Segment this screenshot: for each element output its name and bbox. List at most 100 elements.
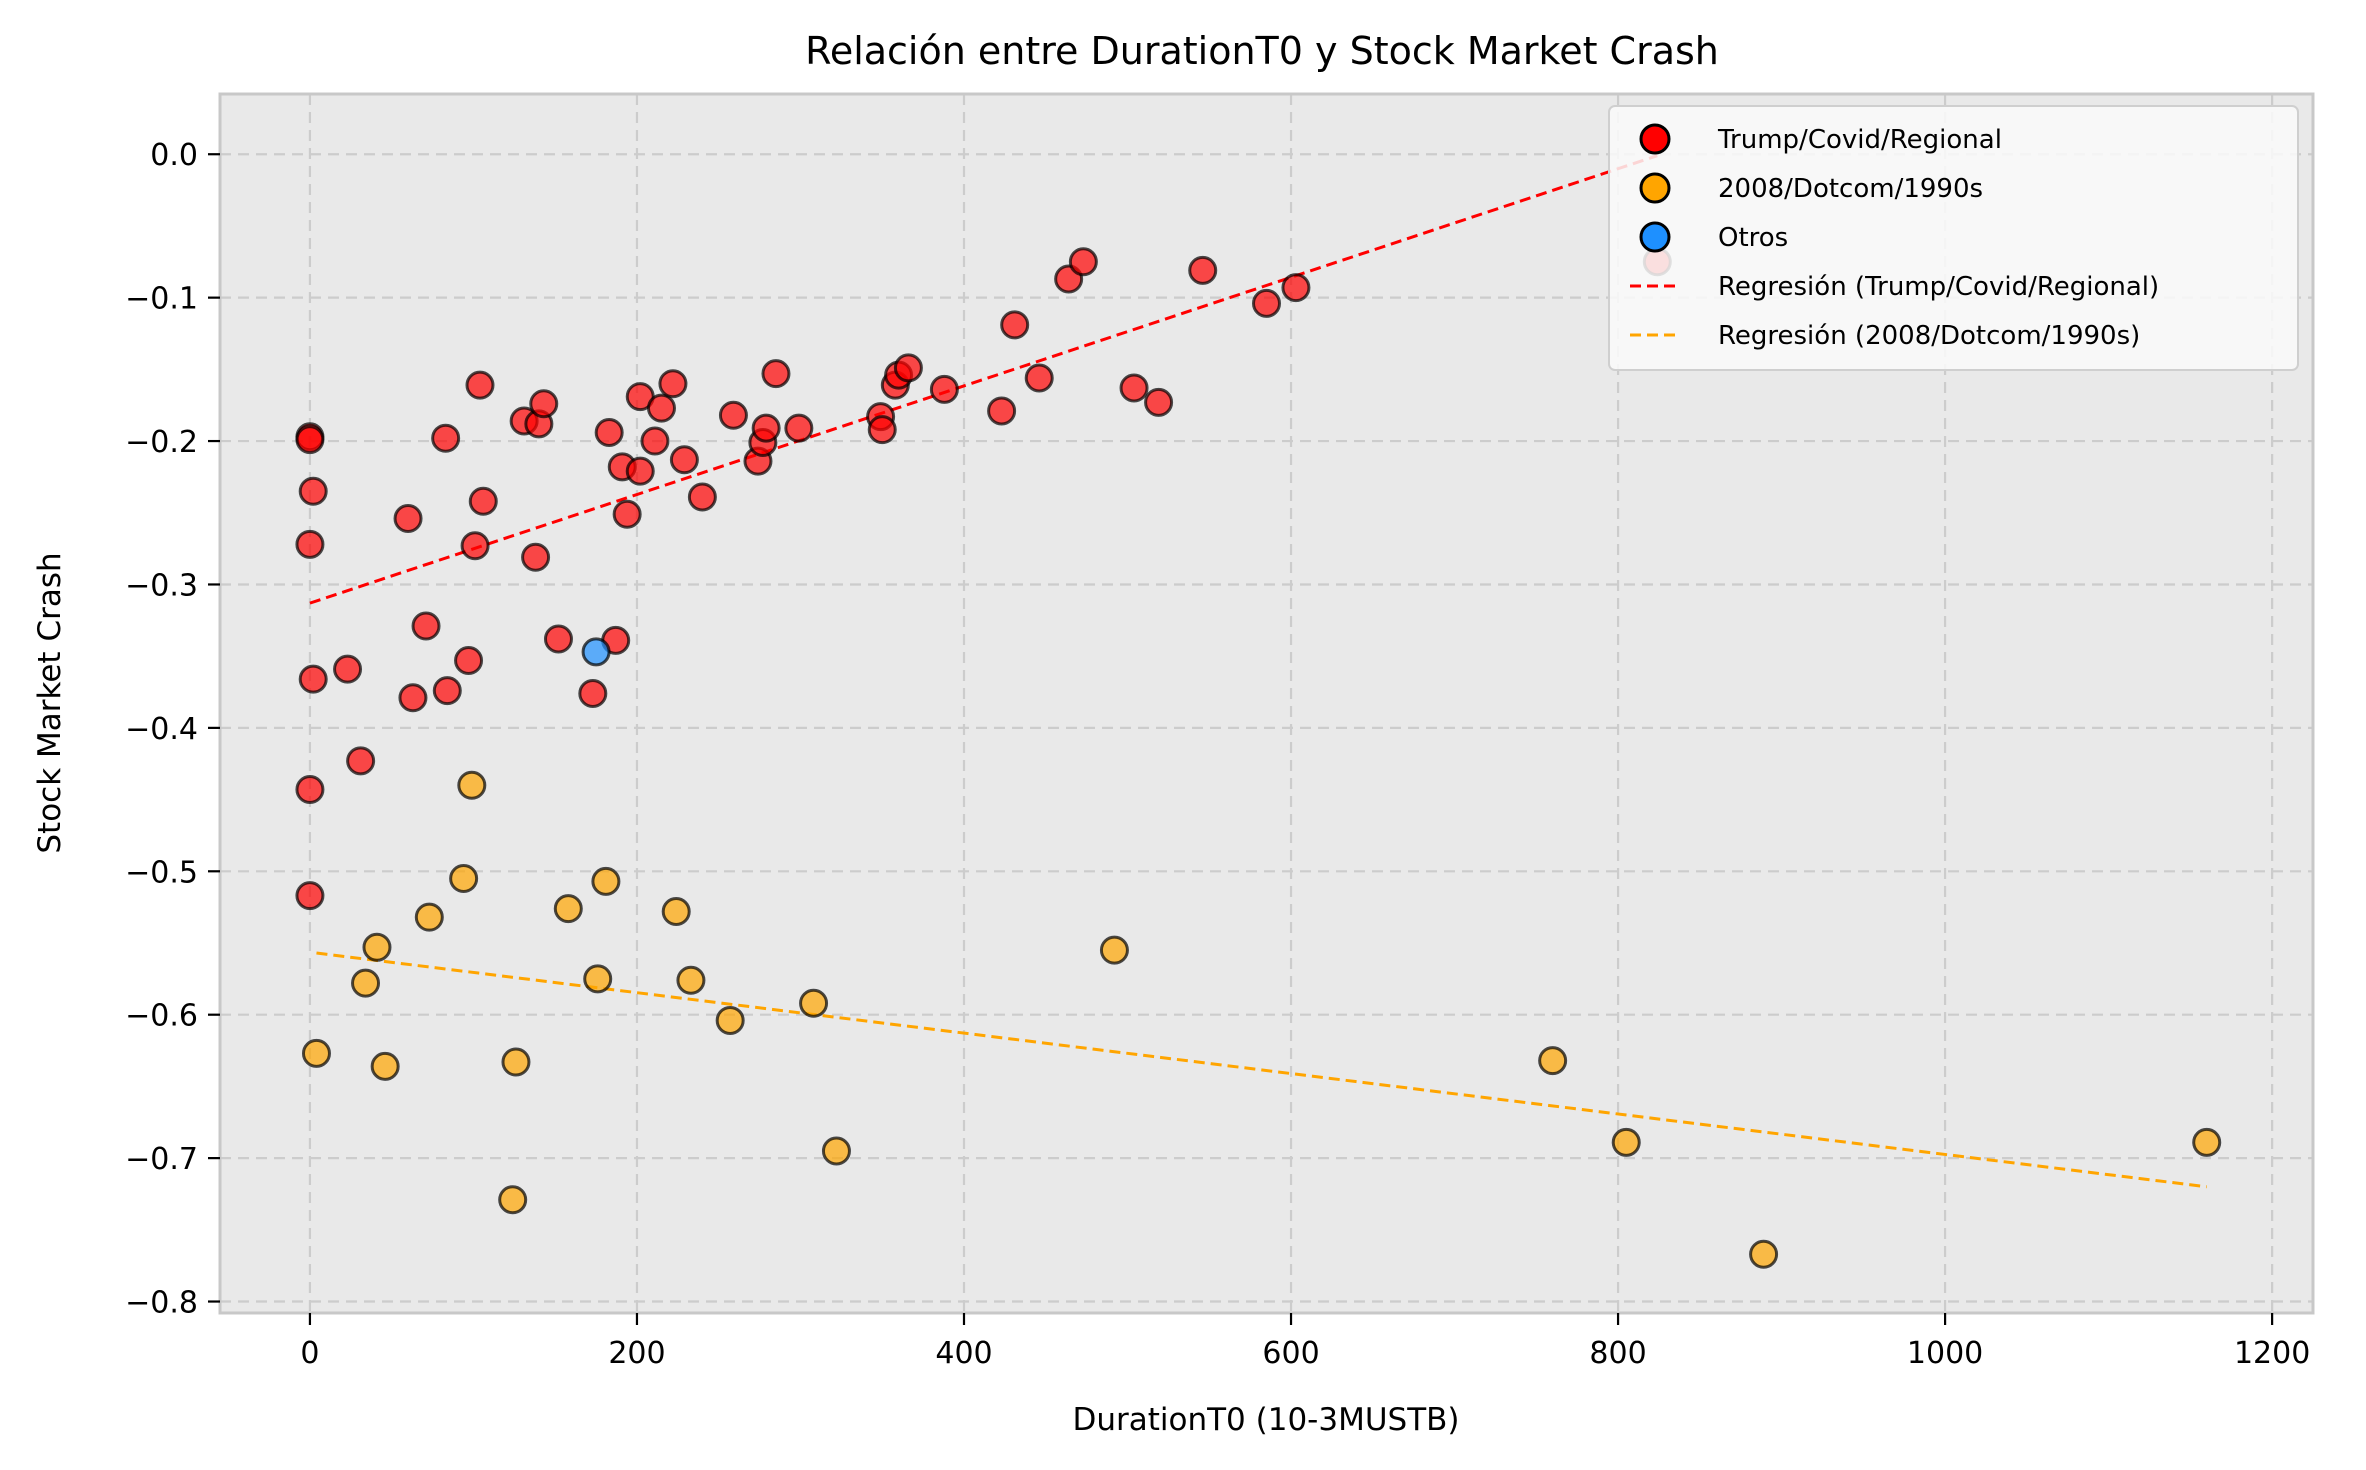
data-point	[1281, 273, 1311, 303]
data-point	[2192, 1127, 2222, 1157]
data-point	[1024, 363, 1054, 393]
legend-marker	[1639, 172, 1671, 204]
data-point	[1252, 288, 1281, 318]
regression-line-4	[316, 951, 2207, 1189]
legend-box	[1608, 105, 2299, 371]
data-point	[1538, 1046, 1568, 1076]
data-point	[295, 881, 325, 911]
y-tick-label: −0.7	[125, 1142, 198, 1177]
data-point	[1068, 247, 1098, 277]
legend-label: Otros	[1718, 223, 1788, 253]
data-point	[501, 1047, 531, 1077]
x-tick-label: 400	[935, 1336, 992, 1371]
data-point	[432, 676, 462, 706]
data-point	[867, 415, 897, 445]
data-point	[301, 1038, 331, 1068]
data-point	[295, 425, 325, 455]
data-point	[761, 359, 791, 389]
data-point	[1749, 1239, 1779, 1269]
data-point	[676, 965, 706, 995]
x-tick-label: 600	[1262, 1336, 1319, 1371]
regression-lines	[309, 154, 2207, 1189]
y-tick-label: −0.8	[125, 1286, 198, 1321]
axis-ticks: 0 200 400 600 800 1000 1200 0.0 −0.1 −0.2 −0.3 −0.4…	[125, 138, 2310, 1371]
data-point	[1188, 255, 1218, 285]
data-point	[1119, 373, 1149, 403]
data-point	[457, 770, 487, 800]
data-point	[893, 353, 923, 383]
data-point	[821, 1136, 851, 1166]
data-point	[583, 964, 613, 994]
data-point	[398, 683, 428, 713]
legend-label: Regresión (2008/Dotcom/1990s)	[1718, 321, 2140, 351]
data-point	[543, 624, 573, 654]
plot-frame	[218, 92, 2315, 1315]
chart-title: Relación entre DurationT0 y Stock Market…	[805, 29, 1719, 73]
data-point	[370, 1051, 400, 1081]
data-point	[298, 476, 328, 506]
y-tick-label: −0.6	[125, 999, 198, 1034]
y-tick-label: −0.1	[125, 282, 198, 317]
y-tick-label: −0.2	[125, 425, 198, 460]
data-point	[1099, 935, 1129, 965]
data-point	[333, 654, 363, 684]
x-tick-label: 200	[608, 1336, 665, 1371]
data-point	[468, 486, 498, 516]
data-point	[625, 456, 655, 486]
data-point	[529, 389, 559, 419]
data-point	[411, 611, 441, 641]
data-point	[295, 775, 325, 805]
data-point	[454, 645, 484, 675]
data-point	[346, 746, 376, 776]
data-point	[521, 542, 551, 572]
data-point	[414, 902, 444, 932]
regression-line-3	[309, 154, 1658, 605]
y-tick-label: −0.5	[125, 855, 198, 890]
y-tick-label: −0.4	[125, 712, 198, 747]
data-point	[751, 413, 781, 443]
data-point	[298, 664, 328, 694]
y-axis-label: Stock Market Crash	[32, 552, 68, 853]
data-point	[449, 863, 479, 893]
legend-marker	[1639, 123, 1671, 155]
data-point	[591, 866, 621, 896]
y-tick-label: −0.3	[125, 568, 198, 603]
data-point	[578, 678, 608, 708]
data-point	[687, 482, 717, 512]
x-tick-label: 1000	[1907, 1336, 1983, 1371]
data-point	[1144, 387, 1174, 417]
data-point	[987, 396, 1017, 426]
legend-label: 2008/Dotcom/1990s	[1718, 174, 1983, 204]
legend: Trump/Covid/Regional 2008/Dotcom/1990s Otr…	[1608, 105, 2299, 371]
data-point	[658, 369, 688, 399]
legend-label: Regresión (Trump/Covid/Regional)	[1718, 272, 2159, 302]
data-point	[393, 503, 423, 533]
data-point	[640, 426, 670, 456]
y-tick-label: 0.0	[150, 138, 198, 173]
data-point	[929, 374, 959, 404]
data-point	[295, 529, 325, 559]
data-point	[799, 988, 829, 1018]
data-point	[594, 417, 624, 447]
data-point	[1000, 310, 1030, 340]
legend-label: Trump/Covid/Regional	[1717, 125, 2002, 155]
data-point	[715, 1005, 745, 1035]
data-point	[498, 1185, 528, 1215]
data-point	[612, 499, 642, 529]
data-point	[465, 370, 495, 400]
data-point	[646, 393, 676, 423]
data-point	[553, 894, 583, 924]
data-point	[669, 445, 699, 475]
data-point	[362, 932, 392, 962]
data-point	[460, 531, 490, 561]
legend-marker	[1639, 221, 1671, 253]
data-point	[1611, 1127, 1641, 1157]
data-points	[295, 247, 2222, 1269]
data-point	[351, 968, 381, 998]
data-point	[661, 896, 691, 926]
data-point	[784, 413, 814, 443]
x-tick-label: 0	[300, 1336, 319, 1371]
x-tick-label: 800	[1589, 1336, 1646, 1371]
x-tick-label: 1200	[2234, 1336, 2310, 1371]
